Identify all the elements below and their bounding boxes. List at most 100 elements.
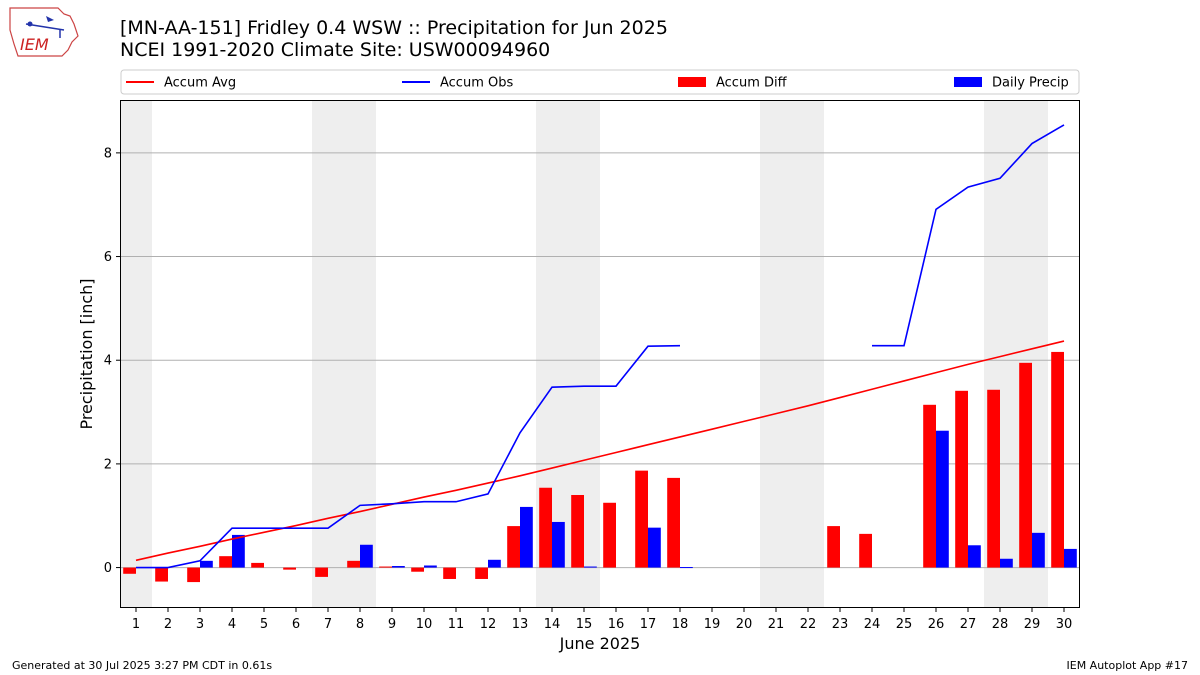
- y-axis-label: Precipitation [inch]: [77, 278, 96, 429]
- accum-diff-bar: [603, 502, 616, 568]
- daily-precip-bar: [936, 430, 949, 568]
- accum-diff-bar: [1051, 351, 1064, 568]
- daily-precip-bar: [392, 566, 405, 568]
- accum-diff-bar: [1019, 362, 1032, 568]
- x-axis-label: June 2025: [559, 634, 641, 653]
- y-tick-label: 6: [104, 250, 112, 265]
- legend-frame: [120, 69, 1080, 95]
- accum-diff-bar: [987, 389, 1000, 568]
- accum-diff-bar: [283, 567, 296, 570]
- legend-swatch-daily-precip: [954, 77, 982, 87]
- daily-precip-bar: [200, 560, 213, 568]
- weekend-band: [760, 100, 824, 608]
- accum-diff-bar: [251, 562, 264, 568]
- x-tick-label: 10: [416, 617, 433, 632]
- x-tick-label: 2: [164, 617, 172, 632]
- x-tick-label: 3: [196, 617, 204, 632]
- accum-obs-line: [872, 124, 1065, 347]
- daily-precip-bar: [424, 565, 437, 568]
- accum-diff-bar: [539, 487, 552, 568]
- x-tick-label: 11: [448, 617, 465, 632]
- daily-precip-bar: [648, 527, 661, 568]
- x-tick-label: 22: [800, 617, 817, 632]
- accum-diff-bar: [827, 526, 840, 568]
- x-tick-label: 19: [704, 617, 721, 632]
- legend-label-accum-obs: Accum Obs: [440, 76, 513, 91]
- accum-diff-bar: [347, 560, 360, 568]
- x-tick-label: 1: [132, 617, 140, 632]
- iem-logo: IEM: [6, 4, 82, 64]
- daily-precip-bar: [584, 566, 597, 568]
- x-tick-label: 4: [228, 617, 236, 632]
- legend-label-accum-avg: Accum Avg: [164, 76, 236, 91]
- x-tick-label: 23: [832, 617, 849, 632]
- accum-diff-bar: [123, 567, 136, 574]
- accum-diff-bar: [219, 556, 232, 568]
- chart-subtitle: NCEI 1991-2020 Climate Site: USW00094960: [120, 39, 551, 61]
- daily-precip-bar: [520, 506, 533, 568]
- y-tick-label: 0: [104, 561, 112, 576]
- x-tick-label: 8: [356, 617, 364, 632]
- plot-frame: [120, 100, 1080, 608]
- x-tick-label: 16: [608, 617, 625, 632]
- x-tick-label: 28: [992, 617, 1009, 632]
- legend-label-accum-diff: Accum Diff: [716, 76, 788, 91]
- y-tick-label: 8: [104, 146, 112, 161]
- legend-swatch-accum-diff: [678, 77, 706, 87]
- generated-timestamp: Generated at 30 Jul 2025 3:27 PM CDT in …: [12, 659, 273, 672]
- accum-diff-bar: [475, 567, 488, 579]
- app-label: IEM Autoplot App #17: [1066, 659, 1189, 672]
- accum-diff-bar: [155, 567, 168, 582]
- accum-avg-line: [135, 340, 1065, 562]
- daily-precip-bar: [360, 544, 373, 568]
- x-tick-label: 18: [672, 617, 689, 632]
- daily-precip-bar: [488, 559, 501, 568]
- weekend-band: [120, 100, 152, 608]
- daily-precip-bar: [1064, 548, 1077, 568]
- x-tick-label: 14: [544, 617, 561, 632]
- accum-diff-bar: [859, 533, 872, 568]
- accum-diff-bar: [667, 477, 680, 568]
- accum-diff-bar: [443, 567, 456, 579]
- x-tick-label: 9: [388, 617, 396, 632]
- accum-obs-line: [136, 344, 681, 569]
- y-tick-label: 4: [104, 354, 112, 369]
- weekend-band: [312, 100, 376, 608]
- x-tick-label: 17: [640, 617, 657, 632]
- legend-label-daily-precip: Daily Precip: [992, 76, 1069, 91]
- svg-text:IEM: IEM: [20, 35, 49, 54]
- x-tick-label: 24: [864, 617, 881, 632]
- x-tick-label: 13: [512, 617, 529, 632]
- chart-title: [MN-AA-151] Fridley 0.4 WSW :: Precipita…: [120, 17, 668, 39]
- daily-precip-bar: [680, 567, 693, 569]
- accum-diff-bar: [507, 526, 520, 568]
- legend: Accum Avg Accum Obs Accum Diff Daily Precip: [120, 69, 1080, 95]
- accum-diff-bar: [379, 566, 392, 568]
- accum-diff-bar: [635, 470, 648, 568]
- daily-precip-bar: [1000, 558, 1013, 568]
- accum-diff-bar: [187, 567, 200, 583]
- x-tick-label: 6: [292, 617, 300, 632]
- x-tick-label: 26: [928, 617, 945, 632]
- accum-diff-bar: [923, 404, 936, 568]
- x-tick-label: 7: [324, 617, 332, 632]
- daily-precip-bar: [968, 545, 981, 568]
- daily-precip-bar: [552, 521, 565, 568]
- x-tick-label: 30: [1056, 617, 1073, 632]
- accum-diff-bar: [571, 494, 584, 568]
- daily-precip-bar: [1032, 532, 1045, 568]
- accum-diff-bar: [315, 567, 328, 577]
- x-tick-label: 29: [1024, 617, 1041, 632]
- x-tick-label: 5: [260, 617, 268, 632]
- x-tick-label: 15: [576, 617, 593, 632]
- x-tick-label: 21: [768, 617, 785, 632]
- accum-diff-bar: [411, 567, 424, 572]
- y-tick-label: 2: [104, 457, 112, 472]
- x-tick-label: 25: [896, 617, 913, 632]
- accum-diff-bar: [955, 390, 968, 568]
- x-tick-label: 12: [480, 617, 497, 632]
- x-tick-label: 20: [736, 617, 753, 632]
- daily-precip-bar: [232, 534, 245, 568]
- x-tick-label: 27: [960, 617, 977, 632]
